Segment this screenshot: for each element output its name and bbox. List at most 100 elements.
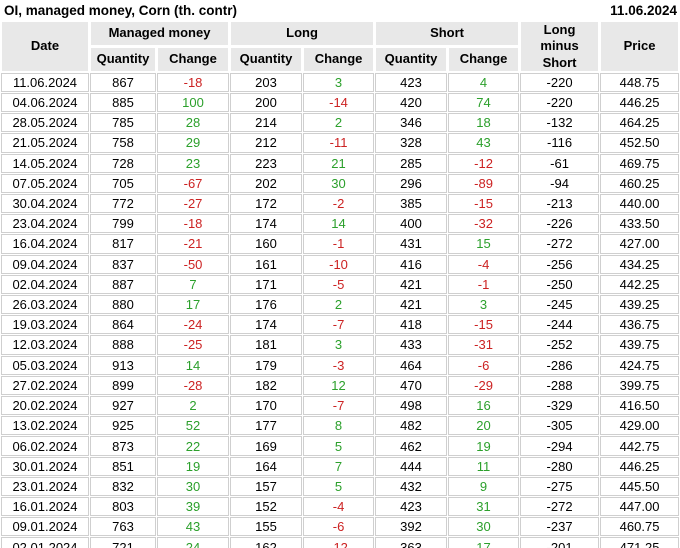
cell-long-minus-short: -61 — [520, 153, 600, 173]
cell-long-minus-short: -201 — [520, 537, 600, 548]
cell-mm-quantity: 867 — [90, 72, 156, 92]
cell-short-quantity: 385 — [375, 193, 448, 214]
table-row: 21.05.2024 758 29 212 -11 328 43 -116 45… — [1, 133, 680, 153]
cell-price: 460.25 — [600, 173, 680, 193]
cell-long-change: 7 — [303, 456, 375, 476]
cell-long-minus-short: -329 — [520, 396, 600, 416]
cell-date: 05.03.2024 — [1, 355, 89, 375]
cell-short-change: -4 — [448, 254, 520, 274]
cell-short-change: 74 — [448, 92, 520, 113]
cell-long-quantity: 171 — [230, 274, 303, 294]
table-row: 04.06.2024 885 100 200 -14 420 74 -220 4… — [1, 92, 680, 113]
cell-mm-change: -18 — [157, 214, 230, 234]
cell-short-change: 18 — [448, 113, 520, 133]
subheader-short-quantity: Quantity — [375, 46, 448, 72]
cell-long-change: -14 — [303, 92, 375, 113]
cell-price: 445.50 — [600, 476, 680, 497]
table-row: 28.05.2024 785 28 214 2 346 18 -132 464.… — [1, 113, 680, 133]
cell-date: 14.05.2024 — [1, 153, 89, 173]
cell-price: 464.25 — [600, 113, 680, 133]
cell-date: 28.05.2024 — [1, 113, 89, 133]
table-row: 27.02.2024 899 -28 182 12 470 -29 -288 3… — [1, 375, 680, 395]
cell-short-change: 43 — [448, 133, 520, 153]
cell-price: 439.25 — [600, 294, 680, 315]
cell-price: 436.75 — [600, 315, 680, 335]
cell-short-quantity: 444 — [375, 456, 448, 476]
cell-date: 26.03.2024 — [1, 294, 89, 315]
cell-price: 416.50 — [600, 396, 680, 416]
header-sub-row: Quantity Change Quantity Change Quantity… — [1, 46, 679, 72]
cell-long-quantity: 182 — [230, 375, 303, 395]
cell-short-quantity: 421 — [375, 274, 448, 294]
cell-price: 424.75 — [600, 355, 680, 375]
cell-short-change: 16 — [448, 396, 520, 416]
table-row: 05.03.2024 913 14 179 -3 464 -6 -286 424… — [1, 355, 680, 375]
cell-date: 02.01.2024 — [1, 537, 89, 548]
cell-mm-change: 7 — [157, 274, 230, 294]
cell-long-quantity: 157 — [230, 476, 303, 497]
cell-date: 23.04.2024 — [1, 214, 89, 234]
cell-mm-change: 52 — [157, 416, 230, 436]
cell-long-change: 5 — [303, 476, 375, 497]
cell-mm-quantity: 799 — [90, 214, 156, 234]
cell-short-quantity: 423 — [375, 72, 448, 92]
table-row: 14.05.2024 728 23 223 21 285 -12 -61 469… — [1, 153, 680, 173]
cell-long-minus-short: -213 — [520, 193, 600, 214]
cell-price: 446.25 — [600, 456, 680, 476]
cell-date: 23.01.2024 — [1, 476, 89, 497]
col-header-price: Price — [600, 21, 680, 72]
cell-short-change: -15 — [448, 193, 520, 214]
table-row: 23.04.2024 799 -18 174 14 400 -32 -226 4… — [1, 214, 680, 234]
cell-short-change: -32 — [448, 214, 520, 234]
cell-mm-change: 43 — [157, 517, 230, 537]
cell-long-change: 8 — [303, 416, 375, 436]
cell-long-quantity: 174 — [230, 315, 303, 335]
cell-price: 429.00 — [600, 416, 680, 436]
cell-mm-change: 14 — [157, 355, 230, 375]
cell-mm-quantity: 721 — [90, 537, 156, 548]
cell-date: 21.05.2024 — [1, 133, 89, 153]
cell-short-quantity: 392 — [375, 517, 448, 537]
table-row: 07.05.2024 705 -67 202 30 296 -89 -94 46… — [1, 173, 680, 193]
cell-long-change: 3 — [303, 72, 375, 92]
table-row: 30.01.2024 851 19 164 7 444 11 -280 446.… — [1, 456, 680, 476]
cell-mm-change: -21 — [157, 234, 230, 254]
cell-long-quantity: 172 — [230, 193, 303, 214]
cell-date: 16.01.2024 — [1, 497, 89, 517]
cell-short-change: 20 — [448, 416, 520, 436]
cell-mm-change: -25 — [157, 335, 230, 355]
cell-mm-change: 30 — [157, 476, 230, 497]
cell-date: 09.04.2024 — [1, 254, 89, 274]
cell-long-minus-short: -294 — [520, 436, 600, 456]
cell-long-quantity: 162 — [230, 537, 303, 548]
cell-price: 471.25 — [600, 537, 680, 548]
cell-short-change: 15 — [448, 234, 520, 254]
cell-price: 427.00 — [600, 234, 680, 254]
cell-long-quantity: 155 — [230, 517, 303, 537]
cell-short-quantity: 296 — [375, 173, 448, 193]
cell-long-minus-short: -272 — [520, 234, 600, 254]
cell-mm-quantity: 864 — [90, 315, 156, 335]
cell-long-quantity: 164 — [230, 456, 303, 476]
cell-long-minus-short: -226 — [520, 214, 600, 234]
subheader-mm-quantity: Quantity — [90, 46, 156, 72]
cell-short-change: 9 — [448, 476, 520, 497]
cell-long-quantity: 174 — [230, 214, 303, 234]
cell-short-quantity: 423 — [375, 497, 448, 517]
cell-long-minus-short: -305 — [520, 416, 600, 436]
cell-short-quantity: 400 — [375, 214, 448, 234]
header-group-row: Date Managed money Long Short Long minus… — [1, 21, 680, 72]
cell-long-change: 3 — [303, 335, 375, 355]
table-row: 26.03.2024 880 17 176 2 421 3 -245 439.2… — [1, 294, 680, 315]
table-header: Date Managed money Long Short Long minus… — [1, 21, 680, 72]
cell-mm-change: 29 — [157, 133, 230, 153]
cell-long-change: -2 — [303, 193, 375, 214]
cell-mm-quantity: 885 — [90, 92, 156, 113]
cell-long-change: 5 — [303, 436, 375, 456]
col-header-date: Date — [1, 21, 89, 72]
cell-mm-quantity: 705 — [90, 173, 156, 193]
cell-long-change: -1 — [303, 234, 375, 254]
cell-long-minus-short: -245 — [520, 294, 600, 315]
cell-mm-change: 28 — [157, 113, 230, 133]
